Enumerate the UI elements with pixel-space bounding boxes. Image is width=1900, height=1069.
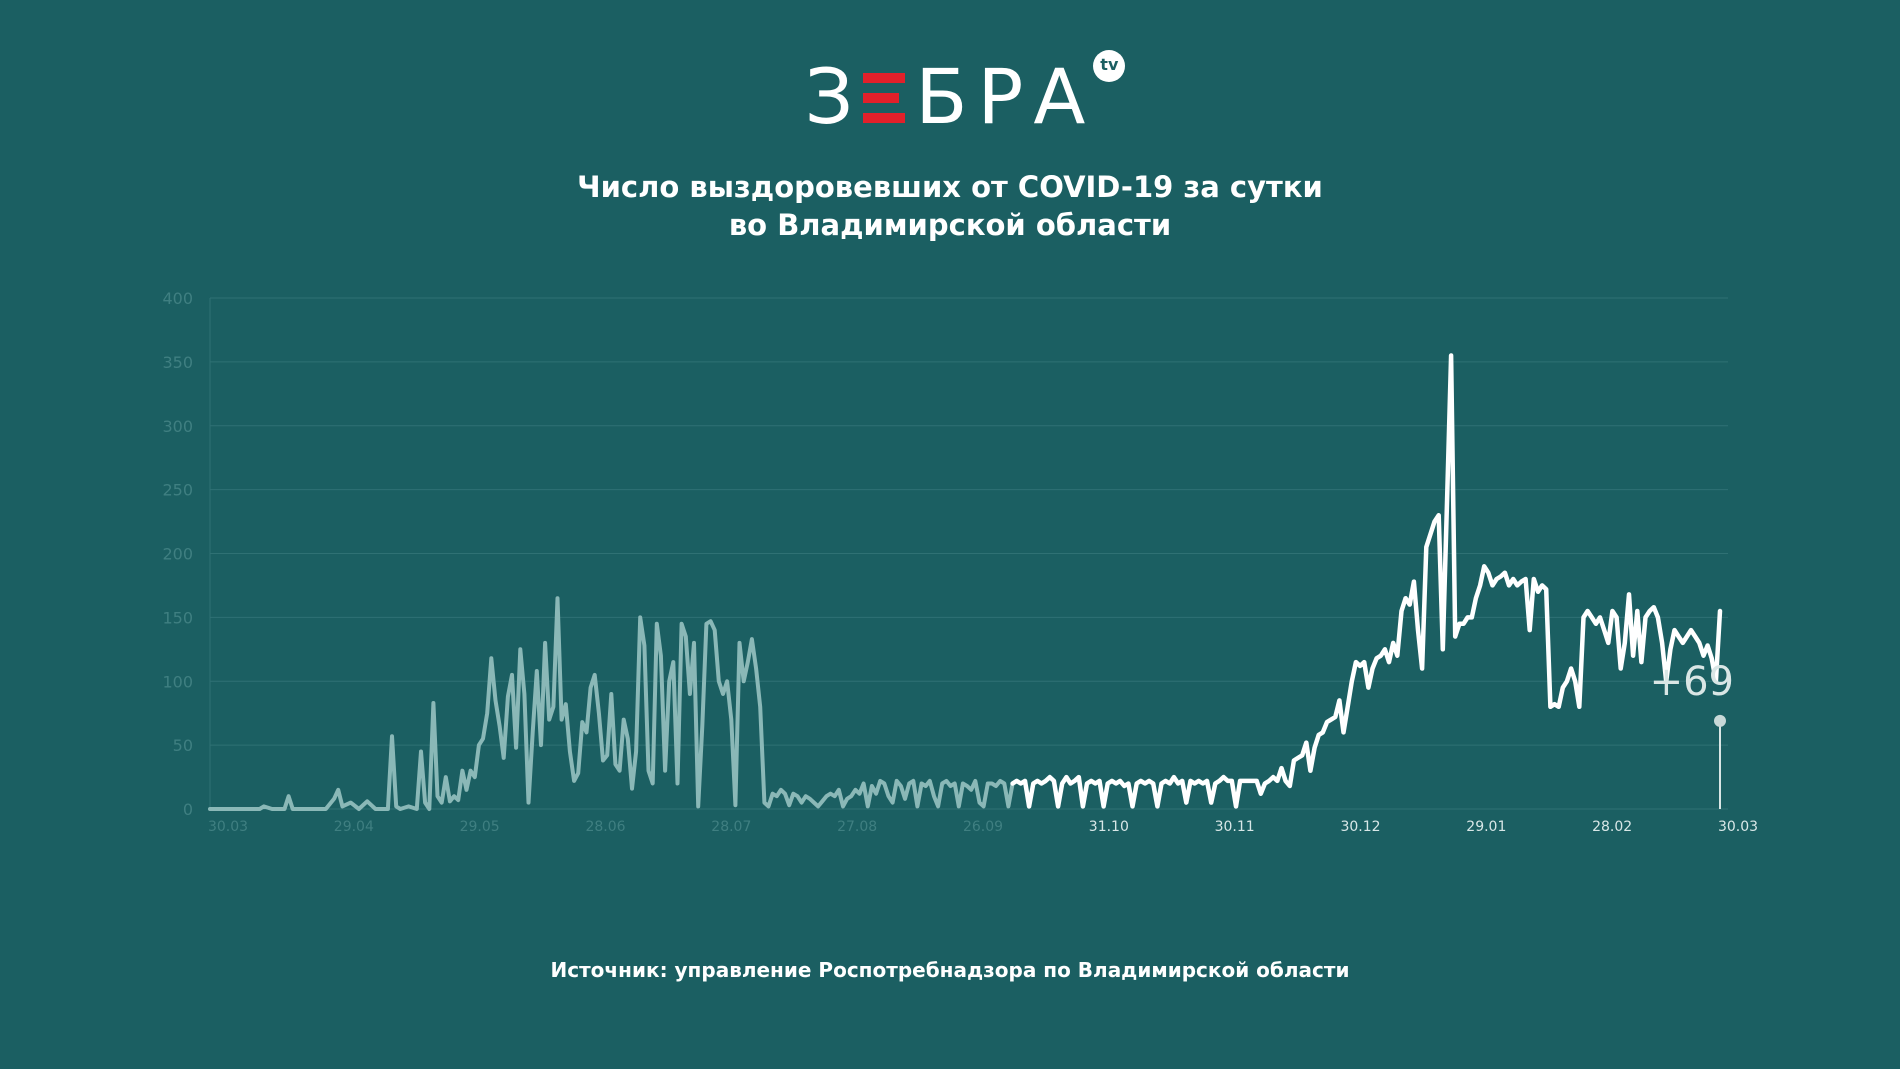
y-tick-label: 50 [173, 736, 193, 755]
y-tick-label: 100 [162, 672, 193, 691]
y-tick-label: 350 [162, 353, 193, 372]
source-note: Источник: управление Роспотребнадзора по… [550, 958, 1350, 982]
logo-letters-right: БРА [915, 52, 1096, 141]
x-tick-label: 28.06 [585, 819, 625, 835]
zebra-tv-logo: З БРА tv [0, 50, 1900, 142]
y-tick-label: 200 [162, 545, 193, 564]
chart-title-line-2: во Владимирской области [728, 208, 1172, 242]
x-tick-label: 29.05 [460, 819, 500, 835]
annotations: +69 [1650, 659, 1734, 809]
x-tick-label: 30.03 [208, 819, 248, 835]
x-tick-label: 29.04 [334, 819, 374, 835]
x-tick-label: 28.07 [711, 819, 751, 835]
x-tick-label: 28.02 [1592, 819, 1632, 835]
logo-wordmark: З БРА tv [804, 50, 1126, 142]
series-line-faded [208, 596, 1015, 811]
x-tick-label: 31.10 [1089, 819, 1129, 835]
last-value-annotation: +69 [1650, 659, 1734, 705]
y-tick-label: 300 [162, 417, 193, 436]
x-tick-label: 29.01 [1466, 819, 1506, 835]
y-tick-label: 150 [162, 608, 193, 627]
chart-title-line-1: Число выздоровевших от COVID-19 за сутки [577, 170, 1323, 204]
grid-lines [209, 297, 1728, 810]
x-tick-label: 26.09 [963, 819, 1003, 835]
logo-tv-badge: tv [1093, 50, 1126, 82]
last-value-marker [1714, 714, 1726, 727]
y-tick-label: 250 [162, 481, 193, 500]
logo-letter-left: З [804, 52, 864, 141]
series-line-bright [1010, 353, 1723, 809]
series-lines [208, 353, 1723, 811]
y-tick-label: 0 [183, 800, 193, 819]
logo-red-e-icon [863, 69, 906, 127]
y-tick-label: 400 [162, 289, 193, 308]
y-axis-ticks: 0 50 100 150 200 250 300 350 400 [162, 289, 193, 819]
x-tick-label: 30.11 [1215, 819, 1255, 835]
chart-title: Число выздоровевших от COVID-19 за сутки… [0, 168, 1900, 244]
x-tick-label: 27.08 [837, 819, 877, 835]
x-tick-label: 30.03 [1718, 819, 1758, 835]
x-axis-ticks: 30.03 29.04 29.05 28.06 28.07 27.08 26.09 31.10… [208, 819, 1758, 835]
x-tick-label: 30.12 [1340, 819, 1380, 835]
